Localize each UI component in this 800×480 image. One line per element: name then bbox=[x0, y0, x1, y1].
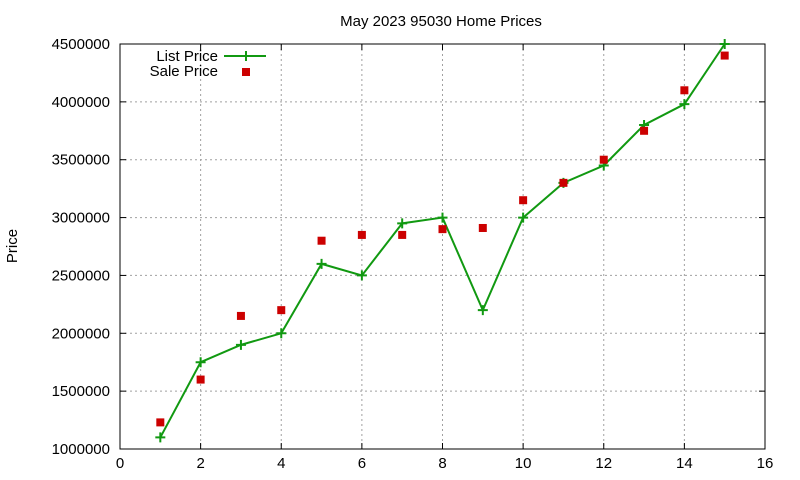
y-tick-label: 1000000 bbox=[52, 441, 110, 458]
sale-price-point bbox=[156, 418, 165, 427]
y-tick-label: 1500000 bbox=[52, 383, 110, 400]
chart-title: May 2023 95030 Home Prices bbox=[340, 13, 542, 30]
sale-price-point bbox=[559, 178, 568, 187]
list-price-point bbox=[276, 328, 287, 339]
list-price-point bbox=[195, 357, 206, 368]
tick-layer: 0 2 4 6 8 10 12 14 16 1000000 1500000 2000000 250000… bbox=[52, 36, 774, 472]
sale-price-point bbox=[438, 225, 447, 234]
x-tick-label: 12 bbox=[595, 455, 612, 472]
sale-price-point bbox=[196, 375, 205, 384]
list-price-point bbox=[437, 212, 448, 223]
sale-price-point bbox=[720, 51, 729, 60]
list-price-point bbox=[679, 99, 690, 110]
y-axis-label: Price bbox=[4, 229, 21, 263]
sale-price-point bbox=[277, 306, 286, 315]
list-price-point bbox=[719, 39, 730, 49]
x-tick-label: 8 bbox=[438, 455, 446, 472]
legend-label-list-price: List Price bbox=[156, 48, 218, 65]
list-price-point bbox=[397, 218, 408, 229]
sale-price-point bbox=[357, 230, 366, 239]
legend-label-sale-price: Sale Price bbox=[150, 63, 218, 80]
list-price-point bbox=[316, 258, 327, 269]
x-tick-label: 6 bbox=[358, 455, 366, 472]
y-tick-label: 2000000 bbox=[52, 325, 110, 342]
x-tick-label: 16 bbox=[757, 455, 774, 472]
y-tick-label: 3500000 bbox=[52, 152, 110, 169]
x-tick-label: 14 bbox=[676, 455, 693, 472]
y-tick-label: 4000000 bbox=[52, 94, 110, 111]
sale-price-point bbox=[398, 230, 407, 239]
sale-price-point bbox=[478, 223, 487, 232]
sale-price-point bbox=[680, 86, 689, 95]
sale-price-point bbox=[599, 155, 608, 164]
sale-price-point bbox=[640, 126, 649, 135]
x-tick-label: 0 bbox=[116, 455, 124, 472]
legend-marker-list-price bbox=[241, 51, 251, 61]
series-layer bbox=[155, 39, 730, 443]
sale-price-point bbox=[317, 236, 326, 245]
y-tick-label: 2500000 bbox=[52, 267, 110, 284]
list-price-point bbox=[155, 432, 166, 443]
grid-layer bbox=[120, 44, 765, 449]
list-price-point bbox=[356, 270, 367, 281]
sale-price-point bbox=[236, 311, 245, 320]
legend: List Price Sale Price bbox=[150, 48, 266, 80]
legend-marker-sale-price bbox=[242, 68, 250, 76]
list-price-point bbox=[518, 212, 529, 223]
x-tick-label: 10 bbox=[515, 455, 532, 472]
list-price-point bbox=[477, 305, 488, 316]
x-tick-label: 4 bbox=[277, 455, 285, 472]
sale-price-point bbox=[519, 196, 528, 205]
y-tick-label: 4500000 bbox=[52, 36, 110, 53]
x-tick-label: 2 bbox=[196, 455, 204, 472]
list-price-point bbox=[235, 339, 246, 350]
y-tick-label: 3000000 bbox=[52, 210, 110, 227]
